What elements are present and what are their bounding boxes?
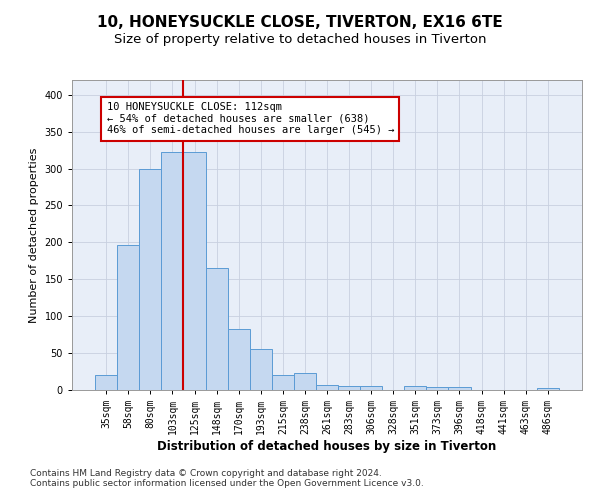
Bar <box>206 268 227 390</box>
X-axis label: Distribution of detached houses by size in Tiverton: Distribution of detached houses by size … <box>157 440 497 453</box>
Bar <box>95 375 117 390</box>
Bar <box>338 386 360 390</box>
Bar <box>316 385 338 390</box>
Bar <box>537 388 559 390</box>
Text: Size of property relative to detached houses in Tiverton: Size of property relative to detached ho… <box>114 32 486 46</box>
Bar <box>117 244 139 390</box>
Bar <box>427 387 448 390</box>
Bar <box>272 374 294 390</box>
Bar <box>227 330 250 390</box>
Bar <box>360 386 382 390</box>
Y-axis label: Number of detached properties: Number of detached properties <box>29 148 39 322</box>
Bar <box>250 350 272 390</box>
Text: Contains HM Land Registry data © Crown copyright and database right 2024.: Contains HM Land Registry data © Crown c… <box>30 468 382 477</box>
Bar <box>448 387 470 390</box>
Bar <box>139 170 161 390</box>
Text: Contains public sector information licensed under the Open Government Licence v3: Contains public sector information licen… <box>30 478 424 488</box>
Bar <box>161 152 184 390</box>
Bar <box>184 152 206 390</box>
Text: 10, HONEYSUCKLE CLOSE, TIVERTON, EX16 6TE: 10, HONEYSUCKLE CLOSE, TIVERTON, EX16 6T… <box>97 15 503 30</box>
Text: 10 HONEYSUCKLE CLOSE: 112sqm
← 54% of detached houses are smaller (638)
46% of s: 10 HONEYSUCKLE CLOSE: 112sqm ← 54% of de… <box>107 102 394 136</box>
Bar <box>294 373 316 390</box>
Bar <box>404 386 427 390</box>
